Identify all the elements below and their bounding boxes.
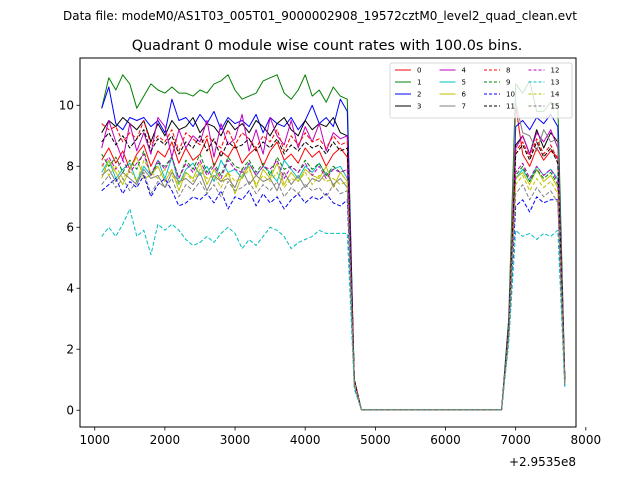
legend-label-14: 14 — [551, 91, 560, 99]
x-tick-label: 6000 — [430, 433, 461, 447]
x-tick-label: 3000 — [220, 433, 251, 447]
legend-frame — [389, 62, 573, 119]
series-line-15 — [101, 171, 566, 411]
legend-label-3: 3 — [417, 103, 421, 111]
legend-label-1: 1 — [417, 79, 421, 87]
legend-label-9: 9 — [506, 79, 510, 87]
data-file-label: Data file: modeM0/AS1T03_005T01_90000029… — [63, 9, 577, 23]
legend-label-10: 10 — [506, 91, 515, 99]
legend-label-8: 8 — [506, 67, 510, 75]
y-tick-label: 10 — [59, 98, 74, 112]
y-tick-label: 6 — [66, 220, 74, 234]
legend-label-2: 2 — [417, 91, 421, 99]
x-tick-label: 4000 — [290, 433, 321, 447]
legend-label-15: 15 — [551, 103, 560, 111]
y-tick-label: 8 — [66, 159, 74, 173]
y-tick-label: 2 — [66, 342, 74, 356]
y-axis: 0 2 4 6 8 10 — [59, 98, 80, 417]
legend-label-12: 12 — [551, 67, 560, 75]
x-tick-label: 5000 — [360, 433, 391, 447]
x-axis: 1000 2000 3000 4000 5000 6000 7000 8000 — [79, 427, 601, 447]
chart-title: Quadrant 0 module wise count rates with … — [132, 38, 523, 54]
x-tick-label: 8000 — [571, 433, 602, 447]
x-tick-label: 7000 — [500, 433, 531, 447]
legend-label-13: 13 — [551, 79, 560, 87]
y-tick-label: 0 — [66, 403, 74, 417]
legend-label-4: 4 — [462, 67, 467, 75]
y-tick-label: 4 — [66, 281, 74, 295]
series-line-12 — [101, 153, 566, 411]
legend-label-7: 7 — [462, 103, 466, 111]
legend-label-11: 11 — [506, 103, 515, 111]
legend-label-6: 6 — [462, 91, 467, 99]
legend-label-0: 0 — [417, 67, 421, 75]
x-tick-label: 1000 — [79, 433, 110, 447]
series-layer — [101, 74, 566, 411]
plot-frame — [79, 57, 577, 428]
legend-label-5: 5 — [462, 79, 466, 87]
x-offset-label: +2.9535e8 — [509, 455, 576, 469]
series-line-13 — [101, 208, 566, 411]
x-tick-label: 2000 — [150, 433, 181, 447]
